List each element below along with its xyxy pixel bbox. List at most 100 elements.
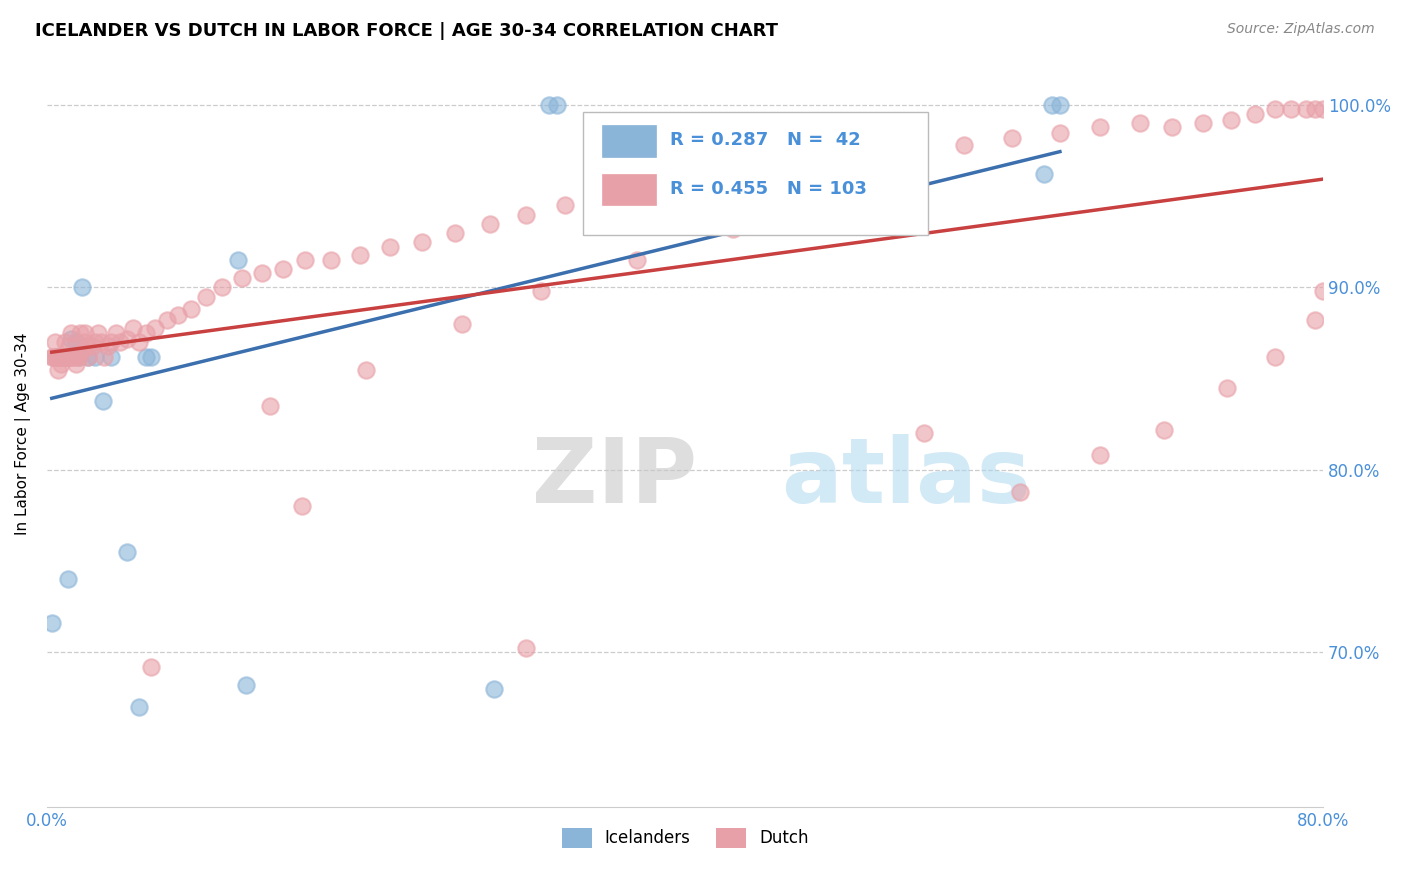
Point bbox=[67, 350, 90, 364]
Point bbox=[73, 335, 96, 350]
Point bbox=[63, 350, 86, 364]
Point bbox=[810, 156, 832, 170]
Point bbox=[1279, 102, 1302, 116]
Point bbox=[482, 681, 505, 696]
Point bbox=[80, 339, 103, 353]
Point bbox=[145, 320, 167, 334]
Point bbox=[115, 545, 138, 559]
Point bbox=[180, 302, 202, 317]
Point bbox=[44, 350, 66, 364]
Point bbox=[41, 350, 63, 364]
Point bbox=[912, 426, 935, 441]
Point bbox=[48, 350, 70, 364]
Point bbox=[378, 240, 401, 254]
Point bbox=[53, 350, 76, 364]
Point bbox=[67, 350, 90, 364]
FancyBboxPatch shape bbox=[583, 112, 928, 235]
Point bbox=[211, 280, 233, 294]
Point bbox=[55, 350, 77, 364]
Point bbox=[59, 350, 82, 364]
Point bbox=[1303, 102, 1326, 116]
Point bbox=[83, 335, 105, 350]
Point bbox=[51, 350, 73, 364]
Point bbox=[595, 193, 617, 207]
Point bbox=[411, 235, 433, 249]
Point bbox=[626, 253, 648, 268]
Point bbox=[52, 350, 75, 364]
Point bbox=[294, 253, 316, 268]
Point bbox=[44, 335, 66, 350]
Point bbox=[104, 326, 127, 340]
Point bbox=[115, 332, 138, 346]
Point bbox=[128, 699, 150, 714]
Point bbox=[53, 335, 76, 350]
Point bbox=[53, 350, 76, 364]
Point bbox=[59, 326, 82, 340]
Point bbox=[52, 350, 75, 364]
Point bbox=[46, 350, 69, 364]
Point bbox=[673, 175, 696, 189]
Point bbox=[42, 350, 65, 364]
Point bbox=[1312, 284, 1334, 298]
Point bbox=[62, 350, 84, 364]
Point bbox=[1264, 350, 1286, 364]
Point bbox=[65, 357, 87, 371]
Point bbox=[139, 350, 162, 364]
Point bbox=[69, 326, 91, 340]
Point bbox=[271, 262, 294, 277]
Point bbox=[48, 350, 70, 364]
Point bbox=[763, 161, 786, 176]
Bar bbox=[602, 126, 655, 157]
Point bbox=[259, 399, 281, 413]
Point bbox=[48, 350, 70, 364]
Point bbox=[66, 350, 89, 364]
Point bbox=[1049, 126, 1071, 140]
Point bbox=[91, 393, 114, 408]
Point bbox=[349, 248, 371, 262]
Point bbox=[905, 144, 928, 158]
Point bbox=[1312, 102, 1334, 116]
Point bbox=[1049, 98, 1071, 112]
Point bbox=[100, 335, 122, 350]
Point bbox=[1303, 313, 1326, 327]
Point bbox=[48, 350, 70, 364]
Point bbox=[56, 572, 79, 586]
Point bbox=[58, 350, 80, 364]
Point bbox=[55, 350, 77, 364]
Point bbox=[1088, 120, 1111, 134]
Point bbox=[1008, 484, 1031, 499]
Point bbox=[235, 678, 257, 692]
Point bbox=[52, 350, 75, 364]
Point bbox=[195, 290, 218, 304]
Point bbox=[128, 335, 150, 350]
Point bbox=[52, 350, 75, 364]
Point bbox=[444, 226, 467, 240]
Point bbox=[166, 308, 188, 322]
Point bbox=[634, 186, 657, 200]
Point bbox=[97, 339, 120, 353]
Point bbox=[1001, 131, 1024, 145]
Point bbox=[135, 350, 157, 364]
Point bbox=[1160, 120, 1182, 134]
Point bbox=[479, 217, 502, 231]
Point bbox=[515, 641, 537, 656]
Point bbox=[76, 339, 98, 353]
Point bbox=[1153, 423, 1175, 437]
Point bbox=[319, 253, 342, 268]
Point bbox=[530, 284, 553, 298]
Point bbox=[1219, 112, 1241, 127]
Point bbox=[70, 280, 93, 294]
Point bbox=[1192, 116, 1215, 130]
Point bbox=[1033, 168, 1056, 182]
Point bbox=[48, 350, 70, 364]
Point bbox=[56, 350, 79, 364]
Point bbox=[122, 320, 145, 334]
Legend: Icelanders, Dutch: Icelanders, Dutch bbox=[555, 822, 815, 855]
Point bbox=[93, 350, 115, 364]
Point bbox=[41, 615, 63, 630]
Point bbox=[354, 362, 377, 376]
Text: atlas: atlas bbox=[780, 434, 1031, 522]
Point bbox=[55, 350, 77, 364]
Point bbox=[156, 313, 179, 327]
Text: Source: ZipAtlas.com: Source: ZipAtlas.com bbox=[1227, 22, 1375, 37]
